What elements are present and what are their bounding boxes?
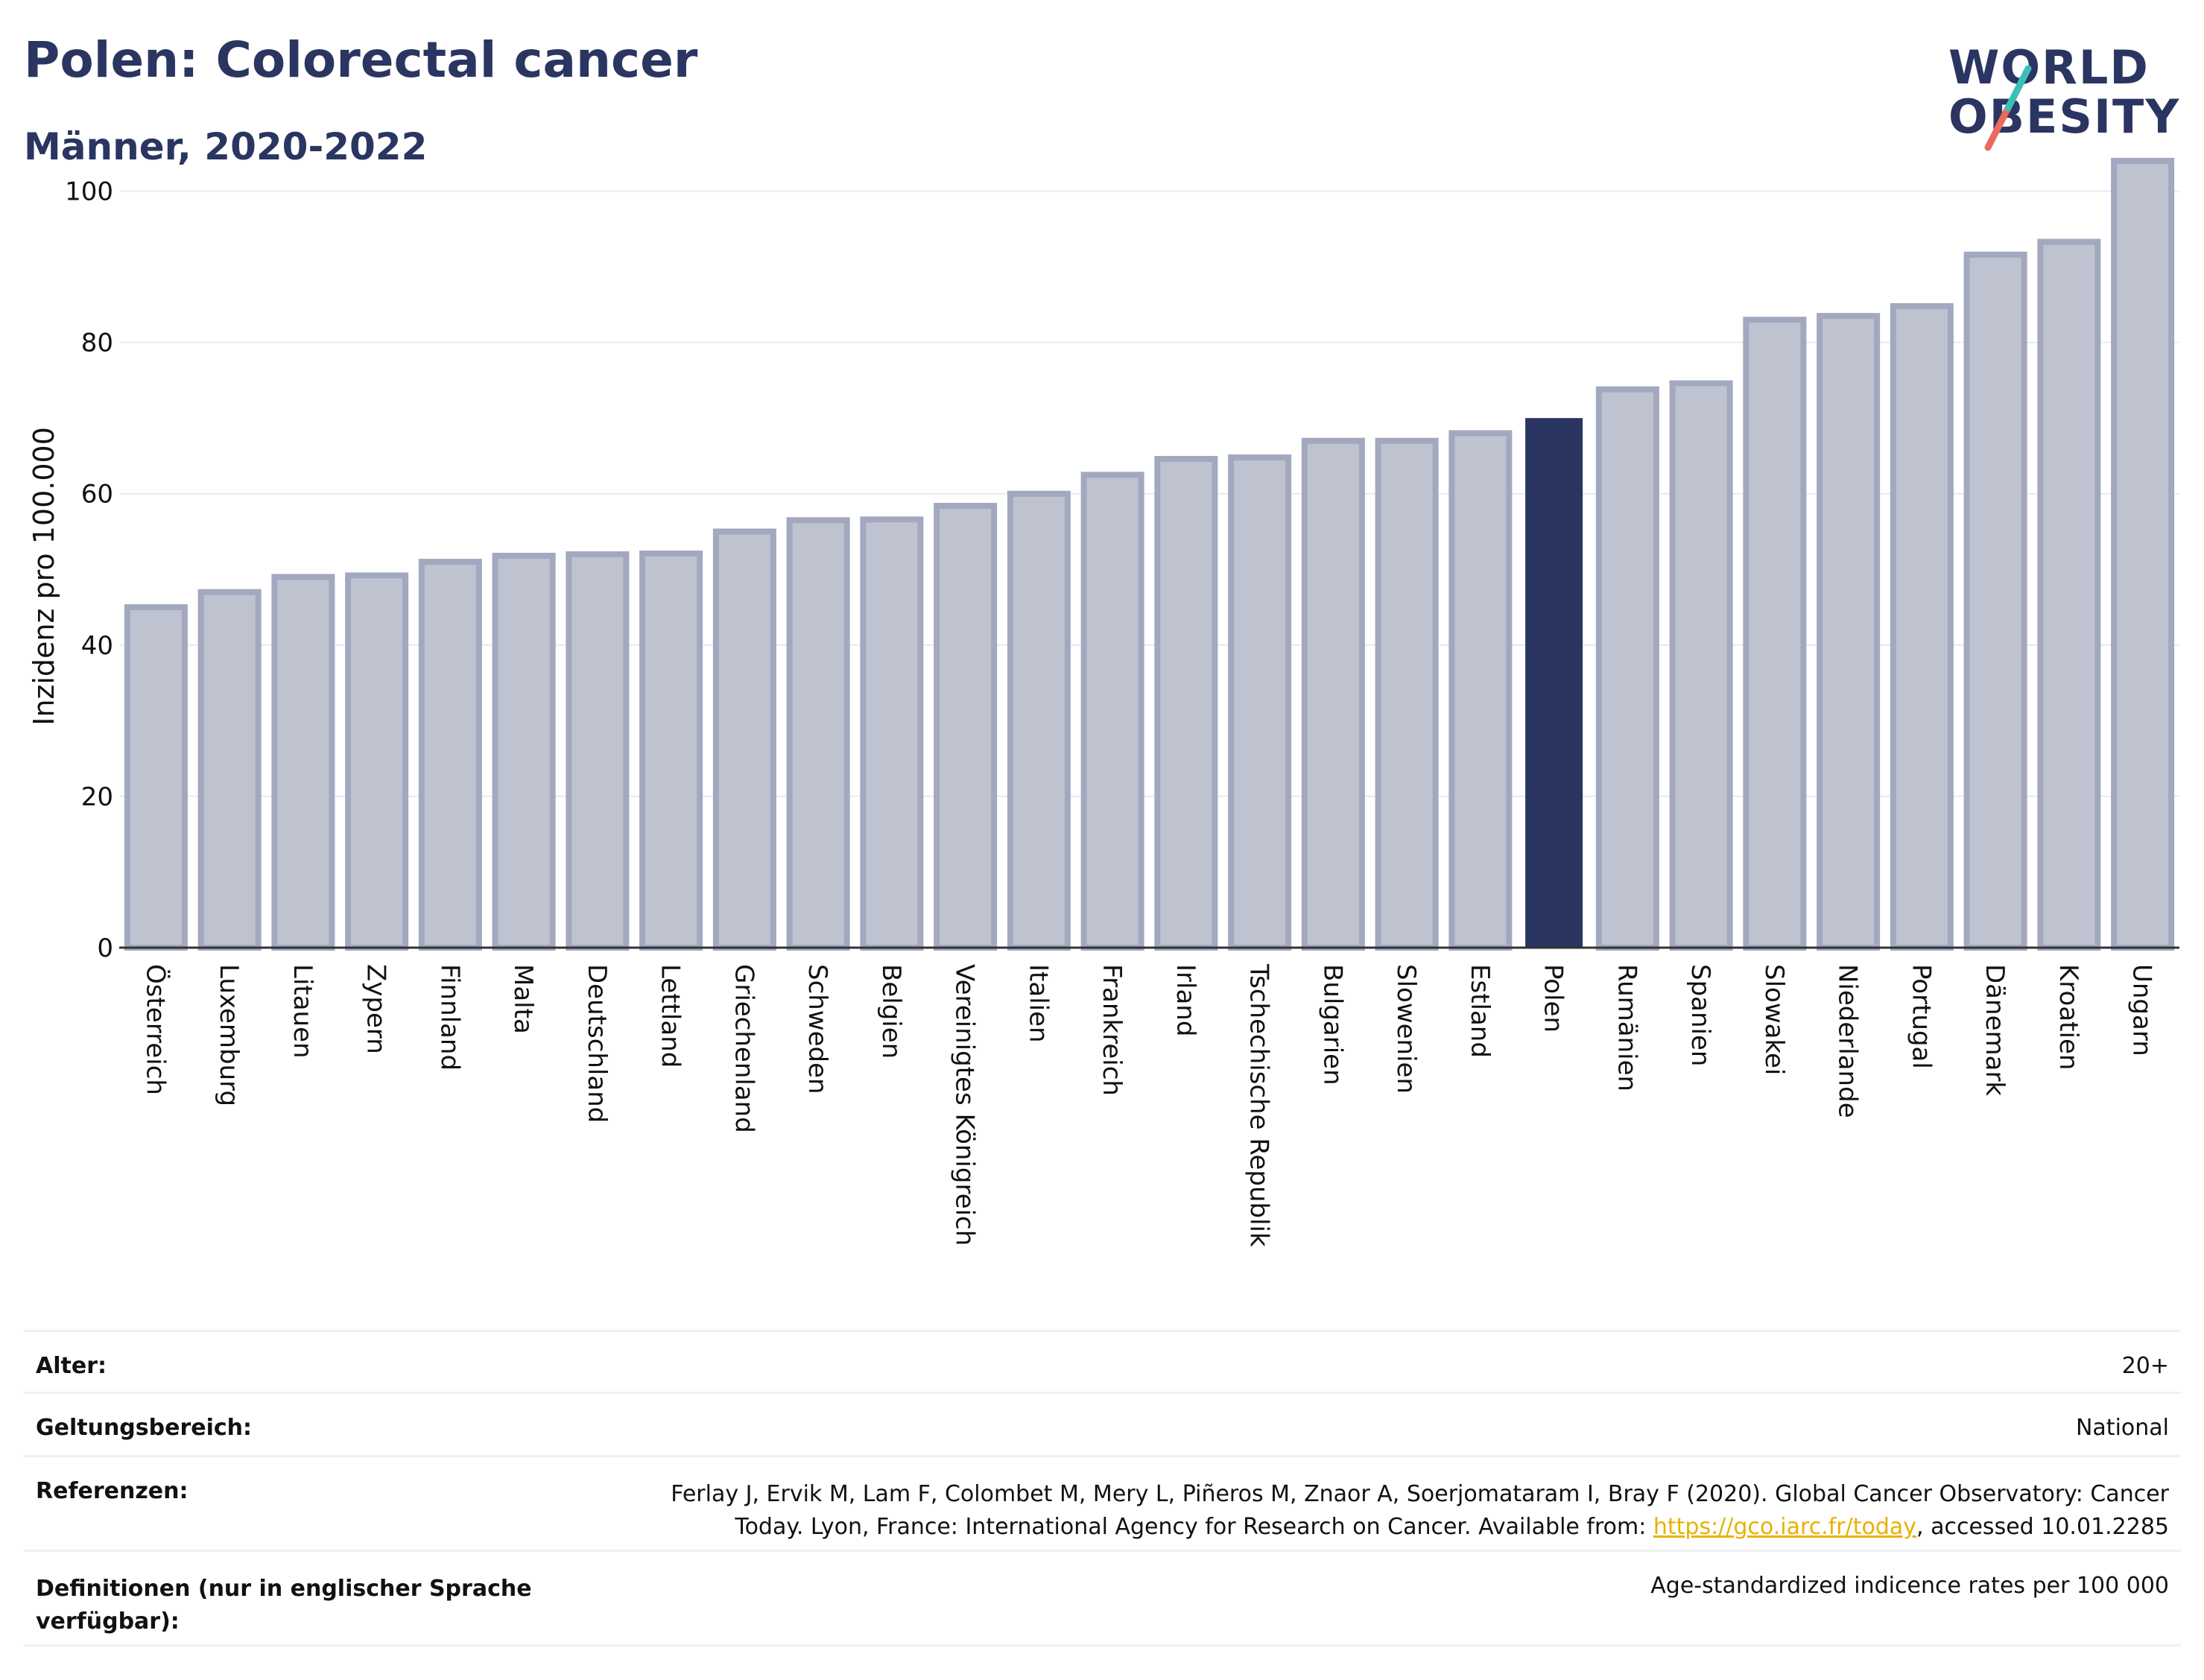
bar-schweden[interactable] <box>786 517 850 951</box>
x-tick-label: Zypern <box>361 964 391 1054</box>
x-tick-label: Spanien <box>1685 964 1715 1066</box>
y-axis-title: Inzidenz pro 100.000 <box>28 427 60 726</box>
bar-estland[interactable] <box>1448 430 1513 951</box>
x-tick-label: Rumänien <box>1612 964 1641 1091</box>
x-tick-label: Italien <box>1023 964 1053 1043</box>
bar-rumänien[interactable] <box>1595 386 1659 951</box>
bar-ungarn[interactable] <box>2111 157 2175 951</box>
references-value: Ferlay J, Ervik M, Lam F, Colombet M, Me… <box>671 1478 2169 1544</box>
y-tick-label: 20 <box>81 782 113 812</box>
references-line-2: Today. Lyon, France: International Agenc… <box>735 1514 2169 1540</box>
chart-title: Polen: Colorectal cancer <box>24 31 698 89</box>
meta-row-scope: Geltungsbereich: National <box>24 1392 2181 1455</box>
x-tick-label: Lettland <box>656 964 685 1068</box>
x-tick-label: Vereinigtes Königreich <box>950 964 980 1246</box>
x-tick-label: Estland <box>1465 964 1495 1058</box>
bar-luxemburg[interactable] <box>197 589 262 951</box>
y-tick-label: 60 <box>81 480 113 510</box>
x-tick-label: Slowakei <box>1759 964 1789 1075</box>
bar-tschechische-republik[interactable] <box>1228 454 1292 951</box>
bar-vereinigtes-königreich[interactable] <box>934 502 998 951</box>
x-tick-label: Slowenien <box>1391 964 1421 1094</box>
bar-kroatien[interactable] <box>2037 238 2101 951</box>
x-tick-label: Malta <box>508 964 538 1034</box>
chart-subtitle: Männer, 2020-2022 <box>24 125 428 168</box>
meta-row-age: Alter: 20+ <box>24 1330 2181 1392</box>
x-tick-label: Schweden <box>802 964 832 1094</box>
svg-text:OBESITY: OBESITY <box>1948 89 2180 144</box>
metadata-table: Alter: 20+ Geltungsbereich: National Ref… <box>24 1330 2181 1646</box>
bar-slowenien[interactable] <box>1375 437 1439 951</box>
x-tick-label: Frankreich <box>1097 964 1127 1096</box>
bar-belgien[interactable] <box>860 516 924 951</box>
bar-malta[interactable] <box>492 552 556 951</box>
bar-slowakei[interactable] <box>1743 317 1807 951</box>
y-tick-label: 80 <box>81 329 113 358</box>
x-tick-label: Griechenland <box>729 964 759 1133</box>
bar-finnland[interactable] <box>418 559 482 951</box>
scope-label: Geltungsbereich: <box>36 1415 253 1441</box>
bar-portugal[interactable] <box>1890 302 1954 951</box>
x-tick-label: Tschechische Republik <box>1244 963 1274 1247</box>
references-line-1: Ferlay J, Ervik M, Lam F, Colombet M, Me… <box>671 1481 2169 1507</box>
bar-litauen[interactable] <box>271 574 335 951</box>
x-tick-label: Polen <box>1539 964 1568 1033</box>
bar-spanien[interactable] <box>1669 380 1733 951</box>
y-tick-label: 100 <box>65 177 113 207</box>
x-tick-label: Dänemark <box>1980 964 2010 1096</box>
bar-österreich[interactable] <box>124 604 188 951</box>
y-tick-label: 0 <box>97 933 113 963</box>
bars <box>124 157 2175 951</box>
reference-link[interactable]: https://gco.iarc.fr/today <box>1653 1514 1917 1540</box>
age-label: Alter: <box>36 1353 107 1379</box>
age-value: 20+ <box>2121 1353 2169 1379</box>
world-obesity-logo: WORLD OBESITY <box>1948 40 2180 151</box>
x-tick-label: Deutschland <box>582 964 612 1123</box>
x-tick-label: Irland <box>1171 964 1200 1036</box>
svg-text:WORLD: WORLD <box>1948 40 2150 95</box>
bar-deutschland[interactable] <box>566 551 630 951</box>
bar-italien[interactable] <box>1007 490 1071 951</box>
x-tick-label: Belgien <box>876 964 906 1059</box>
bar-niederlande[interactable] <box>1817 313 1881 951</box>
x-tick-label: Österreich <box>140 964 171 1095</box>
bar-frankreich[interactable] <box>1080 472 1144 951</box>
x-tick-label: Litauen <box>288 964 317 1059</box>
bar-chart: 0 20 40 60 80 100 Inzidenz pro 100.000 Österrei… <box>28 157 2179 1247</box>
x-tick-label: Portugal <box>1906 964 1936 1069</box>
definitions-label: Definitionen (nur in englischer Sprache … <box>36 1576 532 1635</box>
x-tick-label: Finnland <box>434 964 464 1071</box>
axes: 0 20 40 60 80 100 Inzidenz pro 100.000 Österrei… <box>28 177 2179 1247</box>
x-tick-label: Ungarn <box>2127 964 2157 1056</box>
bar-bulgarien[interactable] <box>1301 437 1365 951</box>
bar-griechenland[interactable] <box>712 528 776 951</box>
scope-value: National <box>2075 1415 2169 1441</box>
bar-irland[interactable] <box>1154 456 1218 951</box>
x-tick-label: Kroatien <box>2053 964 2083 1070</box>
bar-dänemark[interactable] <box>1963 251 2027 951</box>
bar-polen[interactable] <box>1525 418 1583 948</box>
y-tick-label: 40 <box>81 631 113 661</box>
x-tick-label: Luxemburg <box>214 964 244 1106</box>
meta-row-references: Referenzen: Ferlay J, Ervik M, Lam F, Co… <box>24 1455 2181 1550</box>
meta-row-definitions: Definitionen (nur in englischer Sprache … <box>24 1550 2181 1646</box>
bar-zypern[interactable] <box>345 572 409 951</box>
x-tick-label: Bulgarien <box>1317 964 1347 1085</box>
references-label: Referenzen: <box>36 1478 189 1504</box>
bar-lettland[interactable] <box>639 550 703 951</box>
definitions-value: Age-standardized indicence rates per 100… <box>1650 1573 2169 1599</box>
x-tick-label: Niederlande <box>1833 964 1863 1118</box>
